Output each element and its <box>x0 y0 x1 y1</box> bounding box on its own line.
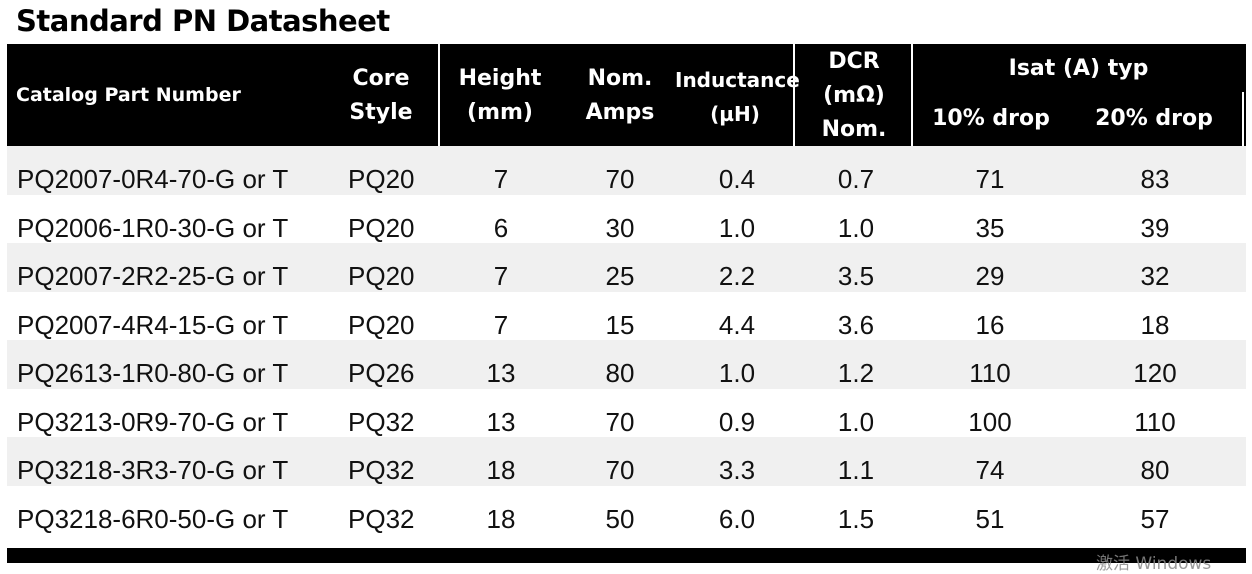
isat-20-value: 39 <box>1140 212 1170 243</box>
core-style: PQ26 <box>348 358 415 388</box>
header-dcr: DCR (mΩ) Nom. <box>821 49 887 142</box>
core-style: PQ32 <box>348 455 415 485</box>
dcr-value: 0.7 <box>837 164 875 194</box>
header-divider <box>438 44 440 146</box>
header-divider <box>1242 92 1244 146</box>
header-nom-amps: Nom. Amps <box>585 66 655 125</box>
table-row: PQ2613-1R0-80-G or T PQ26 13 80 1.0 1.2 … <box>7 340 1246 389</box>
amps-value: 80 <box>605 358 635 388</box>
part-number: PQ3218-3R3-70-G or T <box>17 455 289 485</box>
table-row: PQ2007-4R4-15-G or T PQ20 7 15 4.4 3.6 1… <box>7 292 1246 341</box>
part-number: PQ2007-4R4-15-G or T <box>17 309 289 340</box>
part-number: PQ2613-1R0-80-G or T <box>17 358 289 388</box>
height-value: 7 <box>493 309 509 340</box>
isat-10-value: 110 <box>969 358 1011 388</box>
core-style: PQ20 <box>348 164 415 194</box>
inductance-value: 1.0 <box>718 212 756 243</box>
inductance-value: 4.4 <box>718 309 756 340</box>
core-style: PQ20 <box>348 261 415 291</box>
amps-value: 70 <box>605 406 635 437</box>
inductance-value: 3.3 <box>718 455 756 485</box>
amps-value: 70 <box>605 455 635 485</box>
amps-value: 25 <box>605 261 635 291</box>
table-body: PQ2007-0R4-70-G or T PQ20 7 70 0.4 0.7 7… <box>7 146 1246 534</box>
core-style: PQ32 <box>348 406 415 437</box>
activation-watermark: 激活 Windows <box>1096 554 1212 574</box>
part-number: PQ3218-6R0-50-G or T <box>17 503 289 534</box>
isat-20-value: 32 <box>1140 261 1170 291</box>
core-style: PQ20 <box>348 212 415 243</box>
table-row: PQ3213-0R9-70-G or T PQ32 13 70 0.9 1.0 … <box>7 389 1246 438</box>
amps-value: 70 <box>605 164 635 194</box>
isat-20-value: 83 <box>1140 164 1170 194</box>
isat-10-value: 29 <box>975 261 1005 291</box>
dcr-value: 1.1 <box>837 455 875 485</box>
part-number: PQ2007-0R4-70-G or T <box>17 164 289 194</box>
amps-value: 30 <box>605 212 635 243</box>
page-title: Standard PN Datasheet <box>16 4 390 38</box>
height-value: 18 <box>486 455 516 485</box>
isat-10-value: 100 <box>968 406 1012 437</box>
table-row: PQ2007-2R2-25-G or T PQ20 7 25 2.2 3.5 2… <box>7 243 1246 292</box>
core-style: PQ20 <box>348 309 415 340</box>
dcr-value: 1.0 <box>837 212 875 243</box>
amps-value: 15 <box>605 309 635 340</box>
dcr-value: 3.6 <box>837 309 875 340</box>
table-row: PQ2006-1R0-30-G or T PQ20 6 30 1.0 1.0 3… <box>7 195 1246 244</box>
isat-20-value: 57 <box>1140 503 1170 534</box>
isat-10-value: 71 <box>975 164 1005 194</box>
part-number: PQ2007-2R2-25-G or T <box>17 261 289 291</box>
height-value: 13 <box>486 406 516 437</box>
inductance-value: 2.2 <box>718 261 756 291</box>
table-row: PQ3218-6R0-50-G or T PQ32 18 50 6.0 1.5 … <box>7 486 1246 535</box>
height-value: 6 <box>493 212 509 243</box>
header-divider <box>911 44 913 146</box>
dcr-value: 1.2 <box>837 358 875 388</box>
isat-10-value: 35 <box>975 212 1005 243</box>
header-10-drop: 10% drop <box>932 106 1050 131</box>
isat-20-value: 110 <box>1134 406 1176 437</box>
inductance-value: 0.9 <box>718 406 756 437</box>
inductance-value: 1.0 <box>718 358 756 388</box>
amps-value: 50 <box>605 503 635 534</box>
isat-10-value: 51 <box>975 503 1005 534</box>
header-inductance: Inductance (µH) <box>675 68 800 126</box>
height-value: 18 <box>486 503 516 534</box>
height-value: 13 <box>486 358 516 388</box>
isat-20-value: 18 <box>1140 309 1170 340</box>
table-row: PQ3218-3R3-70-G or T PQ32 18 70 3.3 1.1 … <box>7 437 1246 486</box>
part-number: PQ3213-0R9-70-G or T <box>17 406 289 437</box>
height-value: 7 <box>493 164 509 194</box>
table-row: PQ2007-0R4-70-G or T PQ20 7 70 0.4 0.7 7… <box>7 146 1246 195</box>
header-height: Height (mm) <box>458 66 542 125</box>
header-isat: Isat (A) typ <box>1008 56 1149 81</box>
dcr-value: 1.0 <box>837 406 875 437</box>
header-20-drop: 20% drop <box>1095 106 1213 131</box>
inductance-value: 6.0 <box>718 503 756 534</box>
core-style: PQ32 <box>348 503 415 534</box>
table-bottom-border <box>7 548 1246 563</box>
isat-10-value: 16 <box>975 309 1005 340</box>
header-part-number: Catalog Part Number <box>16 84 241 106</box>
header-core-style: Core Style <box>349 66 413 125</box>
table-header: Catalog Part Number Core Style Height (m… <box>7 44 1246 146</box>
isat-20-value: 80 <box>1140 455 1170 485</box>
height-value: 7 <box>493 261 509 291</box>
dcr-value: 1.5 <box>837 503 875 534</box>
dcr-value: 3.5 <box>837 261 875 291</box>
isat-20-value: 120 <box>1133 358 1177 388</box>
part-number: PQ2006-1R0-30-G or T <box>17 212 289 243</box>
inductance-value: 0.4 <box>718 164 756 194</box>
isat-10-value: 74 <box>975 455 1005 485</box>
header-divider <box>793 44 795 146</box>
